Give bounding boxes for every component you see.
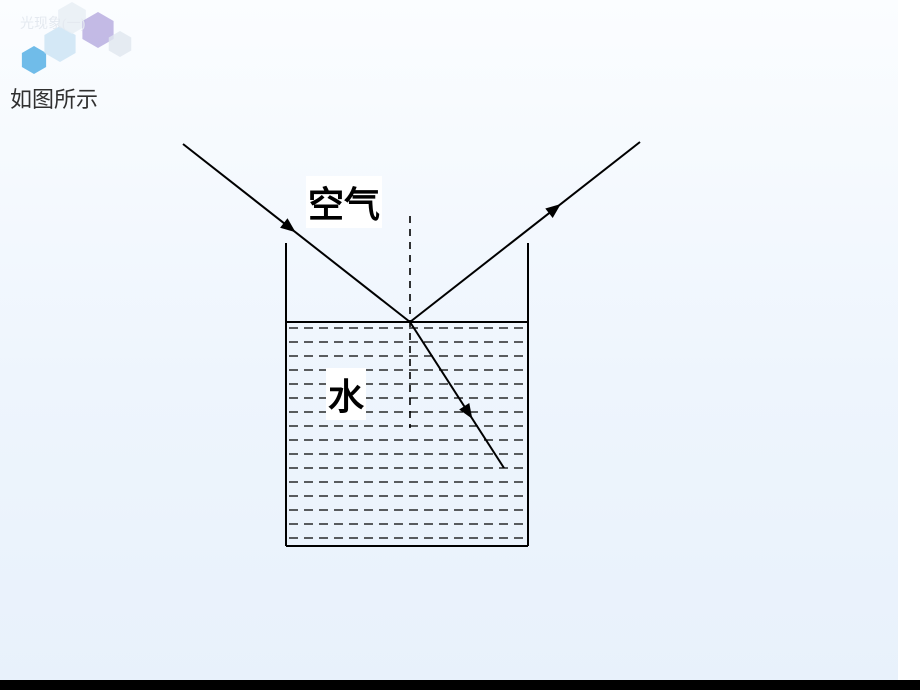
- label-water: 水: [326, 368, 366, 420]
- label-air: 空气: [306, 176, 382, 228]
- refraction-diagram: [0, 0, 920, 690]
- slide: 光现象(一) 如图所示 空气 水: [0, 0, 920, 690]
- bottom-black-strip: [0, 680, 920, 690]
